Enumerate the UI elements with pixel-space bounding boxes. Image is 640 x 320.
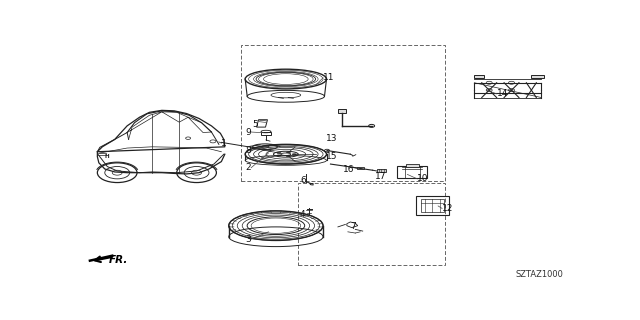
Text: 5: 5	[252, 120, 257, 129]
Bar	[99, 153, 106, 155]
Ellipse shape	[253, 144, 277, 150]
Text: 7: 7	[350, 222, 356, 231]
Text: 3: 3	[245, 235, 251, 244]
Bar	[421, 198, 444, 212]
Bar	[406, 164, 419, 166]
Bar	[376, 170, 385, 172]
Bar	[338, 109, 346, 113]
Bar	[531, 75, 544, 78]
Text: 15: 15	[326, 152, 337, 161]
Bar	[474, 75, 484, 78]
Text: 1: 1	[221, 139, 227, 148]
Text: H: H	[105, 154, 109, 159]
Text: 6: 6	[300, 176, 306, 185]
Text: 4: 4	[300, 210, 306, 219]
Text: 17: 17	[375, 172, 387, 181]
Text: SZTAZ1000: SZTAZ1000	[516, 270, 564, 279]
Bar	[356, 167, 364, 169]
Text: 16: 16	[343, 165, 355, 174]
Text: 12: 12	[442, 204, 454, 213]
Text: 9: 9	[245, 128, 251, 137]
Text: FR.: FR.	[109, 255, 128, 265]
Text: 2: 2	[246, 163, 251, 172]
Bar	[416, 196, 449, 215]
Bar	[241, 44, 445, 181]
Text: 8: 8	[245, 146, 251, 155]
Bar	[298, 182, 445, 265]
Text: 11: 11	[323, 73, 335, 82]
Bar	[397, 166, 428, 178]
Bar	[261, 132, 271, 135]
Text: 13: 13	[326, 134, 337, 143]
Text: 10: 10	[417, 174, 429, 183]
Text: 14: 14	[497, 89, 508, 98]
